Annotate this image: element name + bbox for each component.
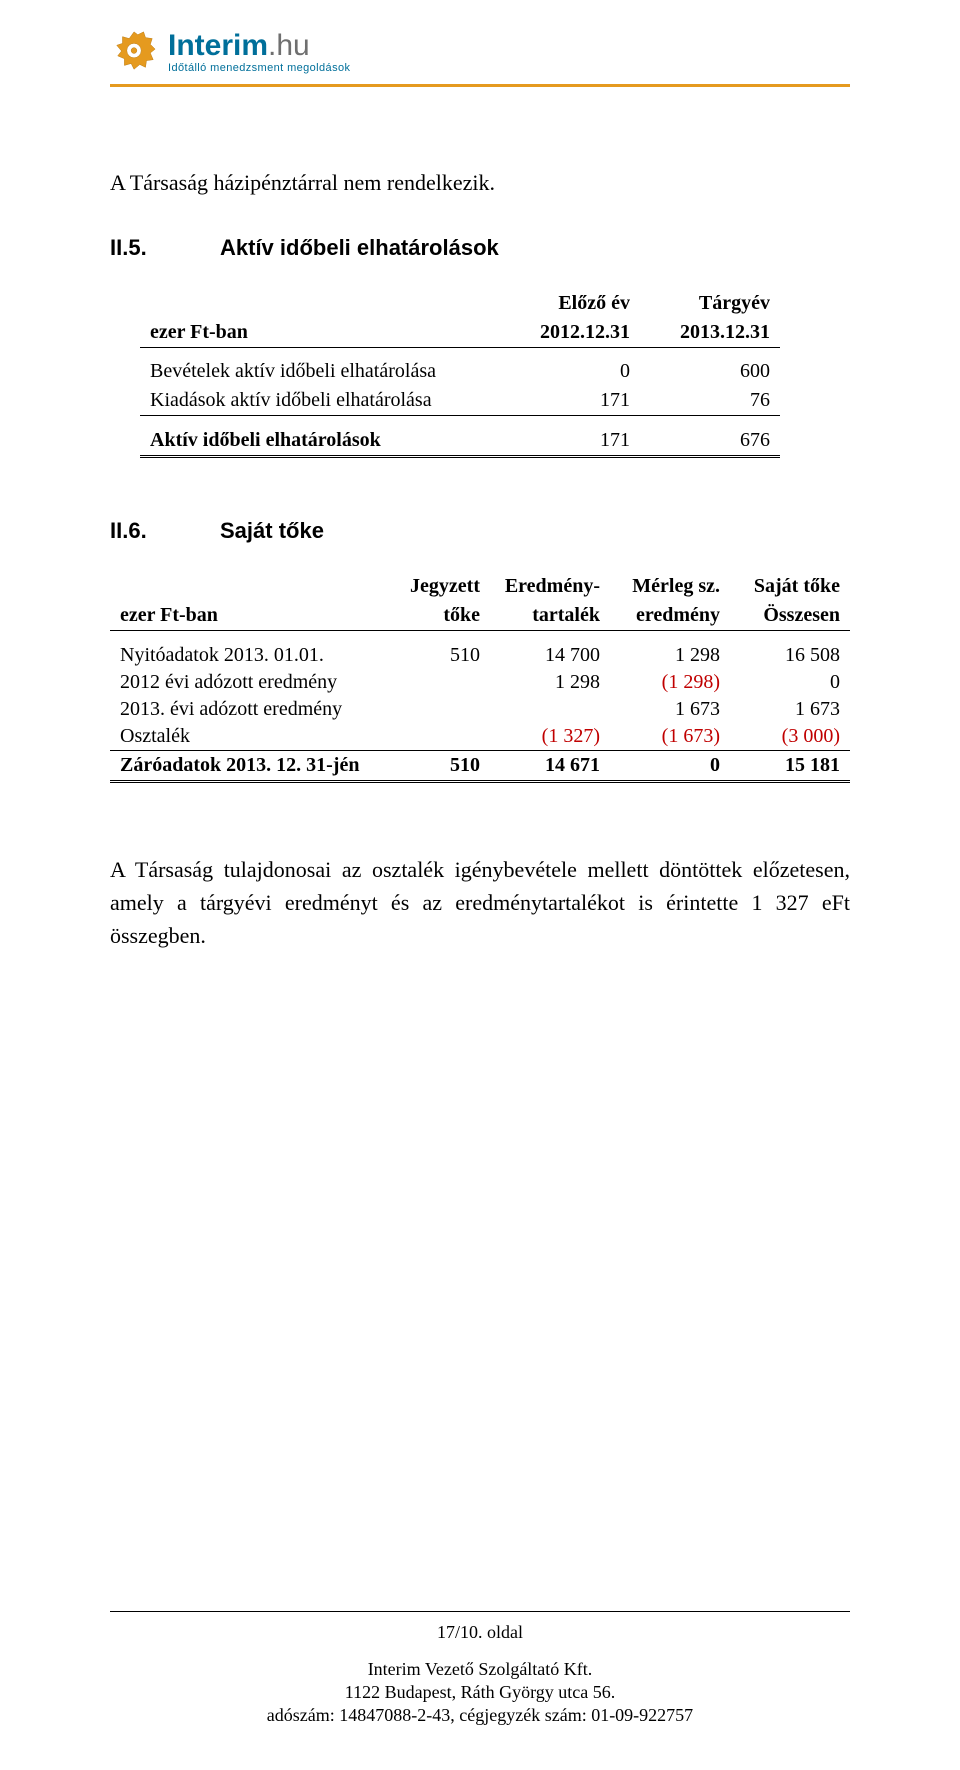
table-row: 2013. évi adózott eredmény 1 673 1 673 bbox=[110, 696, 850, 723]
row-label: Osztalék bbox=[110, 723, 370, 751]
section-title: Saját tőke bbox=[220, 518, 324, 544]
brand-name-suffix: .hu bbox=[268, 29, 310, 62]
col-c2-bot: tartalék bbox=[490, 601, 610, 631]
row-c3: 1 673 bbox=[610, 696, 730, 723]
section-heading-ii6: II.6. Saját tőke bbox=[110, 518, 850, 544]
col-c1-bot: tőke bbox=[370, 601, 490, 631]
row-c2 bbox=[490, 696, 610, 723]
row-label: 2013. évi adózott eredmény bbox=[110, 696, 370, 723]
brand-logo bbox=[110, 28, 158, 76]
row-c2: 1 298 bbox=[490, 669, 610, 696]
table-row: Bevételek aktív időbeli elhatárolása 0 6… bbox=[140, 357, 780, 386]
table-col-prev-top: Előző év bbox=[500, 289, 640, 318]
row-c1 bbox=[370, 696, 490, 723]
footer-ids: adószám: 14847088-2-43, cégjegyzék szám:… bbox=[110, 1705, 850, 1726]
total-c3: 0 bbox=[610, 751, 730, 782]
row-curr: 600 bbox=[640, 357, 780, 386]
intro-paragraph: A Társaság házipénztárral nem rendelkezi… bbox=[110, 167, 850, 199]
section-number: II.6. bbox=[110, 518, 220, 544]
col-c4-bot: Összesen bbox=[730, 601, 850, 631]
row-c2: (1 327) bbox=[490, 723, 610, 751]
total-label: Aktív időbeli elhatárolások bbox=[140, 426, 500, 457]
brand-tagline: Időtálló menedzsment megoldások bbox=[168, 63, 350, 74]
row-label: 2012 évi adózott eredmény bbox=[110, 669, 370, 696]
row-label: Nyitóadatok 2013. 01.01. bbox=[110, 642, 370, 669]
footer-company: Interim Vezető Szolgáltató Kft. bbox=[110, 1659, 850, 1680]
table-col-curr-top: Tárgyév bbox=[640, 289, 780, 318]
row-prev: 171 bbox=[500, 386, 640, 416]
page-footer: 17/10. oldal Interim Vezető Szolgáltató … bbox=[110, 1611, 850, 1728]
brand-name: Interim.hu bbox=[168, 31, 350, 61]
footer-page: 17/10. oldal bbox=[110, 1622, 850, 1643]
header-rule bbox=[110, 84, 850, 87]
table-row: Kiadások aktív időbeli elhatárolása 171 … bbox=[140, 386, 780, 416]
row-c2: 14 700 bbox=[490, 642, 610, 669]
col-c3-bot: eredmény bbox=[610, 601, 730, 631]
row-c3: 1 298 bbox=[610, 642, 730, 669]
total-c4: 15 181 bbox=[730, 751, 850, 782]
col-c4-top: Saját tőke bbox=[730, 572, 850, 601]
brand-name-bold: Interim bbox=[168, 29, 268, 62]
table-col-curr-bot: 2013.12.31 bbox=[640, 318, 780, 348]
row-label: Bevételek aktív időbeli elhatárolása bbox=[140, 357, 500, 386]
table-col-label: ezer Ft-ban bbox=[110, 572, 370, 631]
table-col-prev-bot: 2012.12.31 bbox=[500, 318, 640, 348]
section-title: Aktív időbeli elhatárolások bbox=[220, 235, 499, 261]
row-prev: 0 bbox=[500, 357, 640, 386]
row-c4: 16 508 bbox=[730, 642, 850, 669]
table-total-row: Záróadatok 2013. 12. 31-jén 510 14 671 0… bbox=[110, 751, 850, 782]
total-curr: 676 bbox=[640, 426, 780, 457]
total-c2: 14 671 bbox=[490, 751, 610, 782]
col-c1-top: Jegyzett bbox=[370, 572, 490, 601]
row-c3: (1 298) bbox=[610, 669, 730, 696]
row-c4: 0 bbox=[730, 669, 850, 696]
section-heading-ii5: II.5. Aktív időbeli elhatárolások bbox=[110, 235, 850, 261]
row-c1 bbox=[370, 669, 490, 696]
row-c4: (3 000) bbox=[730, 723, 850, 751]
body-paragraph: A Társaság tulajdonosai az osztalék igén… bbox=[110, 853, 850, 952]
total-c1: 510 bbox=[370, 751, 490, 782]
page-header: Interim.hu Időtálló menedzsment megoldás… bbox=[110, 28, 850, 87]
row-c1: 510 bbox=[370, 642, 490, 669]
row-label: Kiadások aktív időbeli elhatárolása bbox=[140, 386, 500, 416]
table-row: 2012 évi adózott eredmény 1 298 (1 298) … bbox=[110, 669, 850, 696]
col-c2-top: Eredmény- bbox=[490, 572, 610, 601]
total-label: Záróadatok 2013. 12. 31-jén bbox=[110, 751, 370, 782]
col-c3-top: Mérleg sz. bbox=[610, 572, 730, 601]
row-c3: (1 673) bbox=[610, 723, 730, 751]
table-col-label: ezer Ft-ban bbox=[140, 289, 500, 348]
row-curr: 76 bbox=[640, 386, 780, 416]
row-c4: 1 673 bbox=[730, 696, 850, 723]
section-number: II.5. bbox=[110, 235, 220, 261]
table-row: Nyitóadatok 2013. 01.01. 510 14 700 1 29… bbox=[110, 642, 850, 669]
footer-rule bbox=[110, 1611, 850, 1612]
table-row: Osztalék (1 327) (1 673) (3 000) bbox=[110, 723, 850, 751]
footer-address: 1122 Budapest, Ráth György utca 56. bbox=[110, 1682, 850, 1703]
table-total-row: Aktív időbeli elhatárolások 171 676 bbox=[140, 426, 780, 457]
table-aktiv-elhatarolasok: ezer Ft-ban Előző év Tárgyév 2012.12.31 … bbox=[140, 289, 780, 458]
row-c1 bbox=[370, 723, 490, 751]
table-sajat-toke: ezer Ft-ban Jegyzett Eredmény- Mérleg sz… bbox=[110, 572, 850, 784]
total-prev: 171 bbox=[500, 426, 640, 457]
